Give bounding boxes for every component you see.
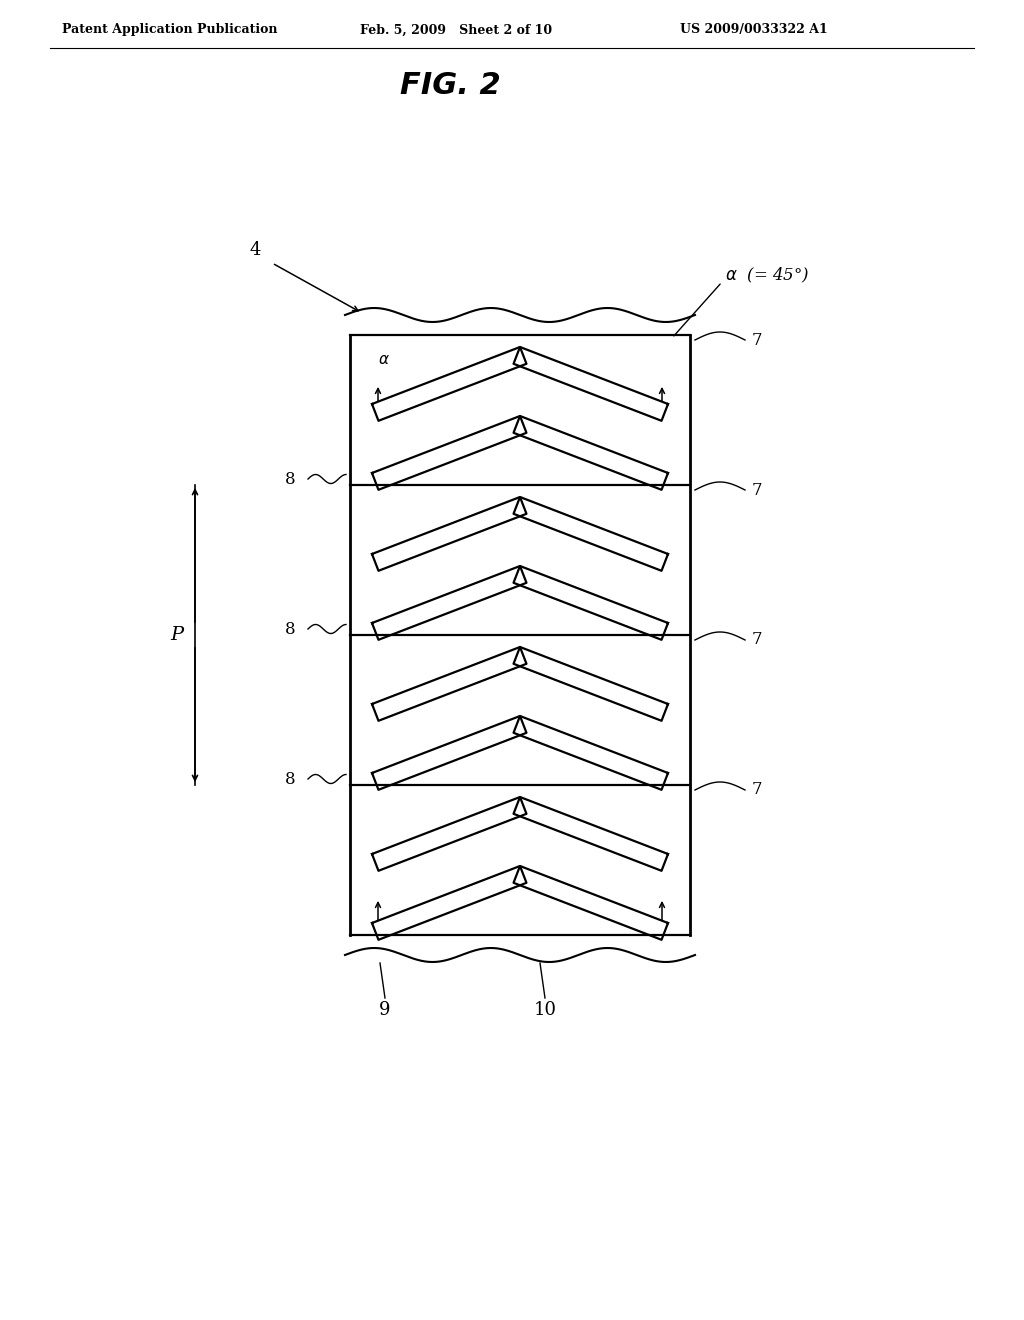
Text: 7: 7 [752,631,763,648]
Polygon shape [513,566,668,640]
Text: 8: 8 [285,620,295,638]
Text: P: P [170,626,183,644]
Polygon shape [372,416,526,490]
Text: US 2009/0033322 A1: US 2009/0033322 A1 [680,24,827,37]
Text: 8: 8 [285,470,295,487]
Text: FIG. 2: FIG. 2 [399,70,501,99]
Polygon shape [372,715,526,789]
Text: Feb. 5, 2009   Sheet 2 of 10: Feb. 5, 2009 Sheet 2 of 10 [360,24,552,37]
Polygon shape [372,566,526,640]
Polygon shape [372,498,526,570]
Polygon shape [372,647,526,721]
Text: 10: 10 [534,1001,556,1019]
Text: 7: 7 [752,331,763,348]
Polygon shape [513,647,668,721]
Text: 4: 4 [249,242,261,259]
Polygon shape [372,866,526,940]
Text: $\alpha$  (= 45°): $\alpha$ (= 45°) [725,265,809,285]
Text: Patent Application Publication: Patent Application Publication [62,24,278,37]
Text: 8: 8 [285,771,295,788]
Polygon shape [513,498,668,570]
Text: 7: 7 [752,781,763,799]
Polygon shape [372,797,526,871]
Polygon shape [513,347,668,421]
Polygon shape [513,715,668,789]
Text: $\alpha$: $\alpha$ [378,352,390,367]
Polygon shape [513,797,668,871]
Text: 7: 7 [752,482,763,499]
Text: 9: 9 [379,1001,391,1019]
Polygon shape [513,416,668,490]
Polygon shape [513,866,668,940]
Polygon shape [372,347,526,421]
